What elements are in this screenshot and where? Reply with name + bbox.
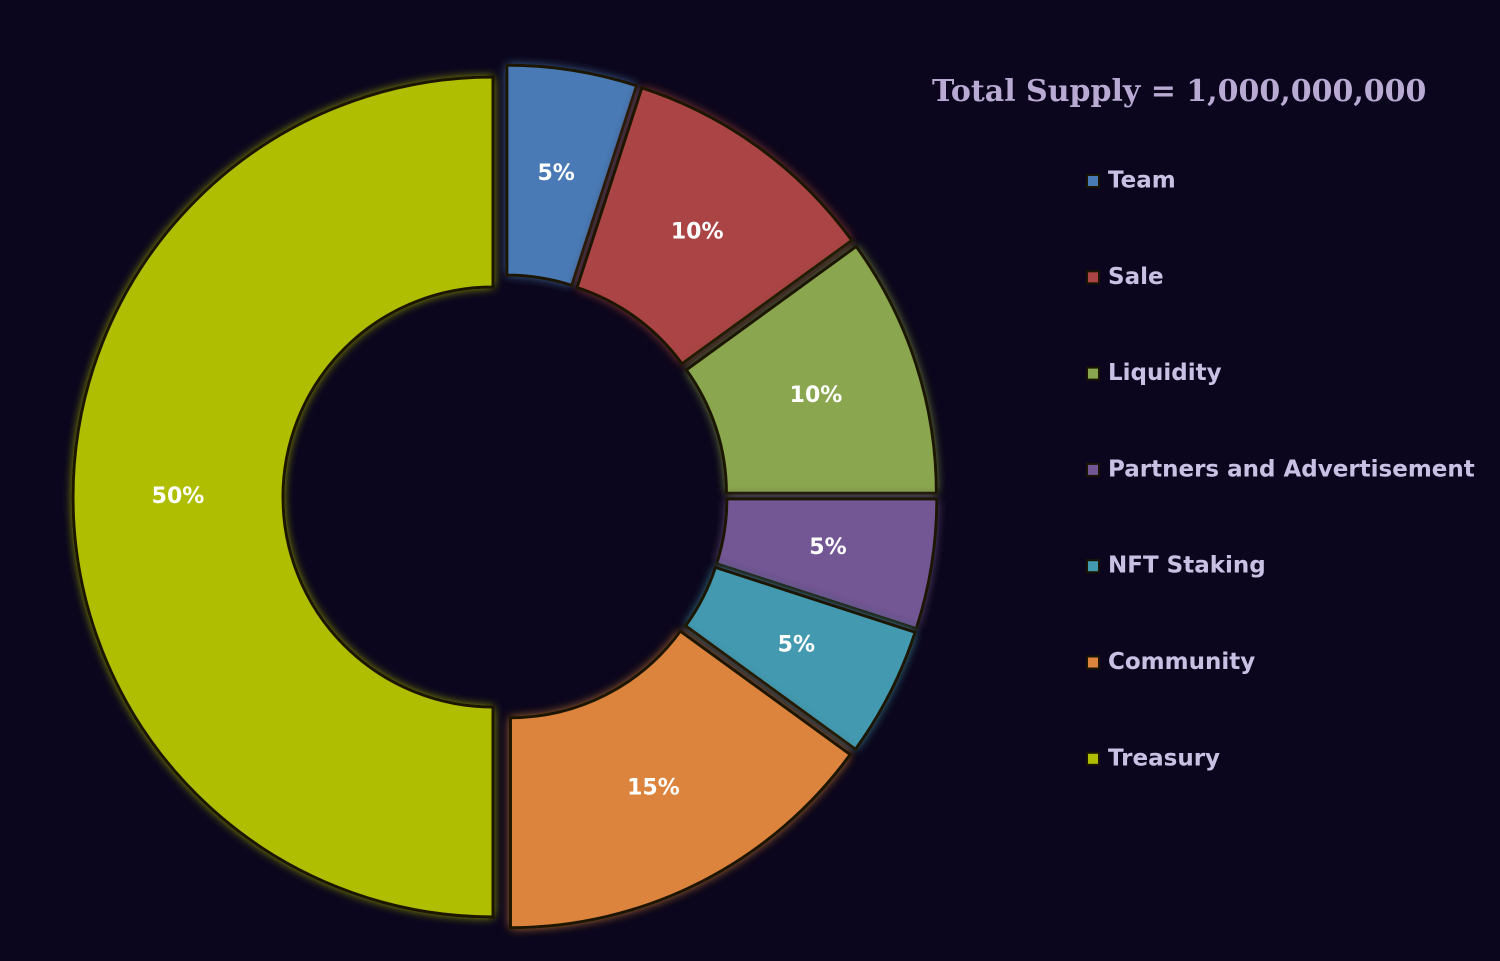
data-label: 5% (537, 161, 574, 186)
donut-slice (71, 75, 495, 919)
data-label: 50% (152, 484, 205, 509)
donut-slice (505, 63, 639, 288)
legend-label: Sale (1108, 264, 1164, 290)
legend-swatch (1086, 751, 1100, 766)
data-label: 5% (778, 632, 815, 657)
legend-label: Community (1108, 649, 1255, 675)
legend-swatch (1086, 174, 1100, 188)
donut-slice (683, 565, 918, 752)
legend-swatch (1086, 462, 1100, 477)
legend-label: Liquidity (1108, 360, 1222, 386)
chart-title: Total Supply = 1,000,000,000 (932, 74, 1426, 109)
legend-label: Treasury (1108, 745, 1220, 771)
legend-label: Team (1108, 168, 1176, 194)
donut-slice (508, 629, 853, 930)
data-label: 10% (790, 383, 843, 408)
data-label: 10% (671, 219, 724, 244)
legend-swatch (1086, 270, 1100, 285)
donut-slice (575, 85, 854, 366)
donut-slice (684, 244, 938, 495)
data-label: 5% (809, 535, 846, 560)
legend-swatch (1086, 655, 1100, 670)
donut-slice (714, 497, 939, 631)
legend-swatch (1086, 559, 1100, 574)
data-label: 15% (627, 775, 680, 800)
legend-label: Partners and Advertisement (1108, 456, 1475, 482)
legend-label: NFT Staking (1108, 553, 1266, 579)
legend-swatch (1086, 366, 1100, 381)
